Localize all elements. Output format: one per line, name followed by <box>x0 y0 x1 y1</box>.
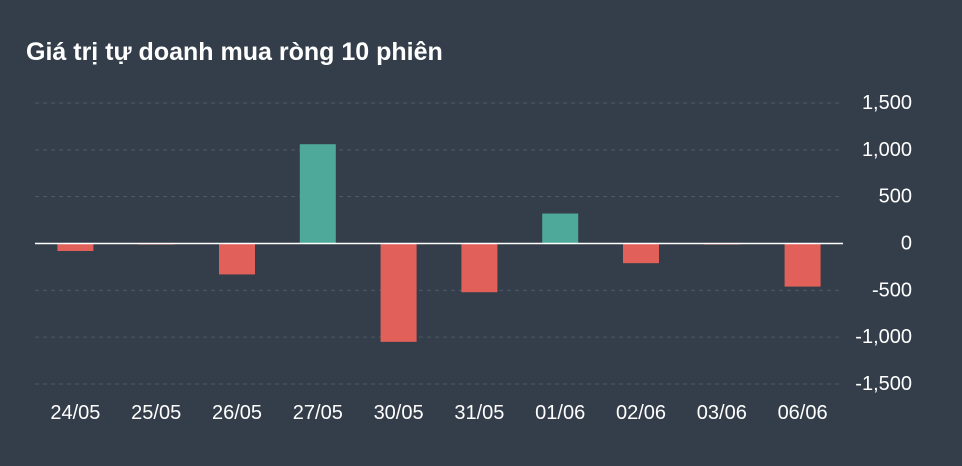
chart-title: Giá trị tự doanh mua ròng 10 phiên <box>26 38 443 66</box>
bar-30-05 <box>380 243 417 342</box>
y-tick-label: -1,000 <box>855 326 912 348</box>
y-tick-label: -500 <box>872 279 912 301</box>
x-tick-label: 26/05 <box>212 402 262 424</box>
x-tick-label: 06/06 <box>778 402 828 424</box>
y-tick-label: -1,500 <box>855 373 912 395</box>
x-tick-label: 03/06 <box>697 402 747 424</box>
bar-26-05 <box>219 243 255 275</box>
bar-01-06 <box>542 213 579 244</box>
y-tick-label: 1,000 <box>862 139 912 161</box>
y-tick-label: 1,500 <box>862 92 912 114</box>
x-tick-label: 27/05 <box>293 402 343 424</box>
x-tick-label: 25/05 <box>131 402 181 424</box>
y-axis-ticks: 1,500 1,000 500 0 -500 -1,000 -1,500 <box>855 92 912 395</box>
bar-31-05 <box>461 243 498 293</box>
x-axis-ticks: 24/05 25/05 26/05 27/05 30/05 31/05 01/06 02/06… <box>50 402 827 424</box>
x-tick-label: 01/06 <box>535 402 585 424</box>
x-tick-label: 31/05 <box>454 402 504 424</box>
bar-27-05 <box>299 144 336 244</box>
bar-24-05 <box>57 243 94 251</box>
x-tick-label: 02/06 <box>616 402 666 424</box>
x-tick-label: 24/05 <box>50 402 100 424</box>
bar-06-06 <box>784 243 821 287</box>
bars <box>57 144 821 342</box>
grid-lines <box>35 102 843 385</box>
bar-02-06 <box>623 243 659 264</box>
y-tick-label: 0 <box>901 233 912 255</box>
x-tick-label: 30/05 <box>374 402 424 424</box>
y-tick-label: 500 <box>879 186 912 208</box>
